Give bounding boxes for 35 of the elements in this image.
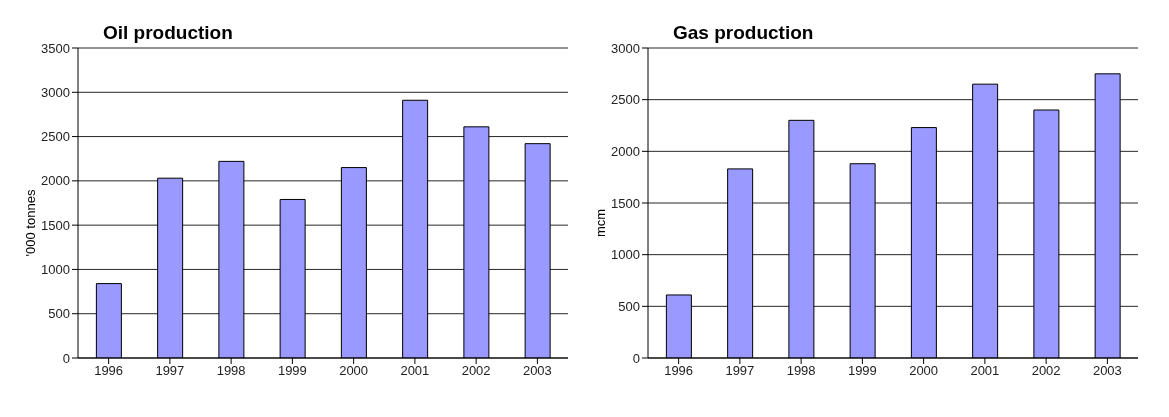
y-tick-label: 0 — [62, 350, 70, 366]
y-tick-label: 2500 — [41, 129, 70, 145]
y-tick-label: 3500 — [41, 40, 70, 56]
y-tick-label: 1000 — [611, 247, 640, 263]
y-tick-label: 2000 — [41, 173, 70, 189]
x-tick-label: 1997 — [155, 363, 185, 379]
y-tick-label: 1500 — [41, 217, 70, 233]
y-axis-title: '000 tonnes — [22, 189, 38, 257]
x-tick-label: 2003 — [522, 363, 552, 379]
y-tick-label: 500 — [48, 306, 70, 322]
y-tick-label: 1000 — [41, 262, 70, 278]
x-tick-label: 1998 — [786, 363, 816, 379]
x-tick-label: 2003 — [1092, 363, 1122, 379]
x-tick-label: 1996 — [664, 363, 694, 379]
x-tick-label: 2000 — [909, 363, 939, 379]
y-tick-label: 0 — [632, 350, 640, 366]
x-tick-label: 2001 — [970, 363, 1000, 379]
y-axis-title: mcm — [592, 208, 608, 238]
y-tick-label: 1500 — [611, 195, 640, 211]
x-tick-label: 2002 — [1031, 363, 1061, 379]
y-tick-label: 3000 — [611, 40, 640, 56]
y-tick-label: 3000 — [41, 84, 70, 100]
x-tick-label: 1996 — [94, 363, 124, 379]
x-tick-label: 2001 — [400, 363, 430, 379]
x-tick-label: 2000 — [339, 363, 369, 379]
chart-title: Oil production — [103, 22, 233, 44]
x-tick-label: 1999 — [847, 363, 877, 379]
chart-title: Gas production — [673, 22, 814, 44]
x-tick-label: 1997 — [725, 363, 755, 379]
y-tick-label: 500 — [618, 298, 640, 314]
x-tick-label: 1998 — [216, 363, 246, 379]
y-tick-label: 2500 — [611, 92, 640, 108]
y-tick-label: 2000 — [611, 143, 640, 159]
x-tick-label: 2002 — [461, 363, 491, 379]
x-tick-label: 1999 — [277, 363, 307, 379]
